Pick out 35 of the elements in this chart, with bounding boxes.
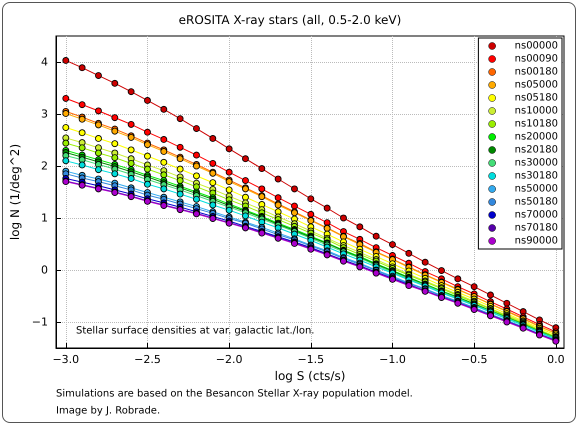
legend-label: ns50000	[514, 184, 558, 194]
y-tick-label: 4	[41, 56, 48, 68]
y-tick-label: 2	[41, 160, 48, 172]
legend-label: ns05000	[514, 80, 558, 90]
x-tick-label: 0.0	[547, 353, 565, 366]
legend-label: ns90000	[514, 236, 558, 246]
text: Image by J. Robrade.	[56, 406, 160, 416]
y-tick-label: 0	[41, 264, 48, 276]
legend-label: ns10180	[514, 118, 558, 130]
legend-label: ns00090	[514, 54, 558, 64]
legend-label: ns05180	[514, 92, 558, 104]
legend-label: ns30000	[514, 158, 558, 168]
legend-label: ns20180	[514, 144, 558, 156]
y-tick-label: 3	[41, 108, 48, 120]
x-axis-title: log S (cts/s)	[274, 369, 346, 383]
legend-label: ns20000	[514, 132, 558, 142]
annotation: Stellar surface densities at var. galactic lat./lon.	[76, 326, 314, 336]
y-tick-label: 1	[41, 212, 48, 224]
x-tick-label: −2.0	[216, 353, 243, 366]
legend-label: ns70000	[514, 210, 558, 220]
legend-label: ns00000	[514, 40, 558, 52]
y-axis-title: log N (1/deg^2)	[8, 144, 22, 240]
legend-label: ns00180	[514, 66, 558, 78]
legend-label: ns30180	[514, 170, 558, 182]
y-tick-label: −1	[32, 316, 48, 328]
x-tick-label: −2.5	[134, 353, 161, 366]
legend-label: ns10000	[514, 106, 558, 116]
chart-title: eROSITA X-ray stars (all, 0.5-2.0 keV)	[178, 13, 402, 27]
legend-label: ns50180	[514, 196, 558, 208]
x-tick-label: −1.0	[379, 353, 406, 366]
x-tick-label: −3.0	[52, 353, 80, 366]
x-tick-label: −0.5	[460, 353, 488, 366]
text: Simulations are based on the Besancon Stellar X-ray population model.	[56, 388, 413, 400]
x-tick-label: −1.5	[297, 353, 324, 366]
legend-label: ns70180	[514, 222, 558, 234]
